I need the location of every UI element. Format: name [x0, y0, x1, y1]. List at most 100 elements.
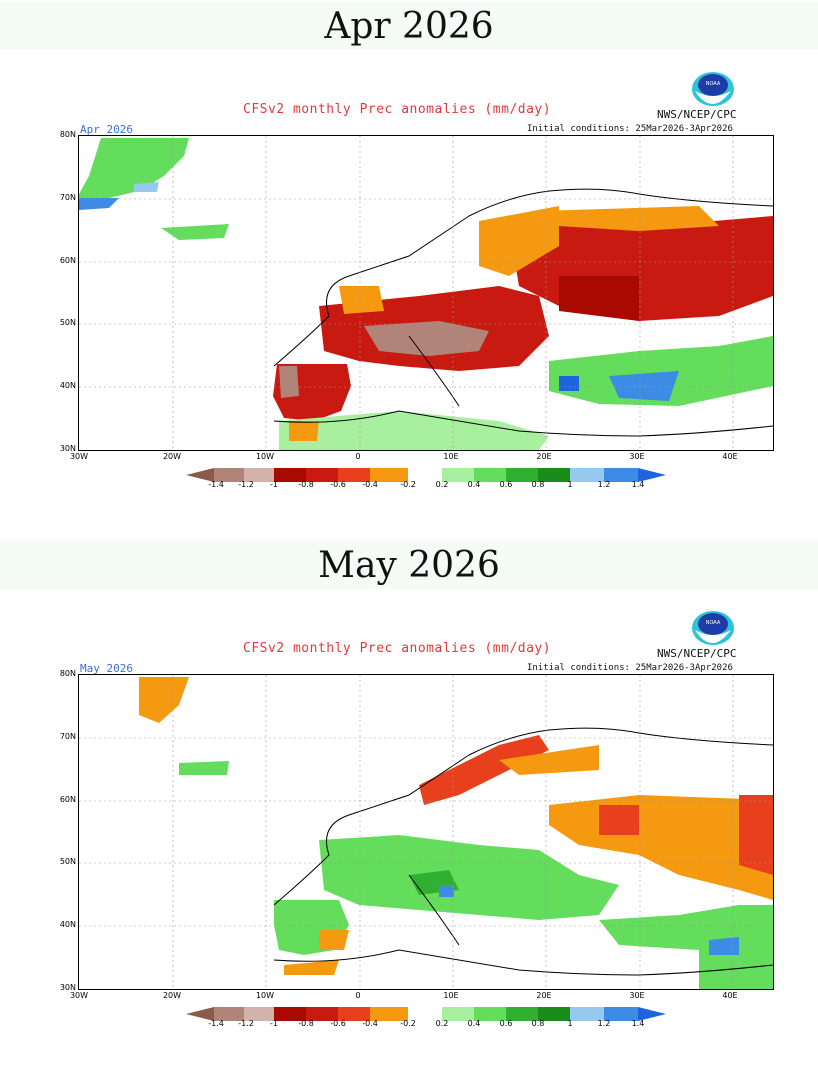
colorbar-swatch [506, 468, 538, 482]
lon-label: 30E [629, 991, 645, 1000]
coastline [273, 410, 773, 437]
colorbar-swatch [274, 1007, 306, 1021]
graticule [79, 136, 773, 450]
anomaly-map [78, 674, 774, 990]
anomaly-region [284, 960, 339, 975]
anomaly-region [739, 795, 773, 875]
colorbar-swatch [274, 468, 306, 482]
month-header-may: May 2026 [0, 541, 818, 589]
colorbar-label: 1.4 [631, 1019, 645, 1028]
coastline [408, 335, 460, 407]
coastline [273, 949, 773, 976]
lon-label: 30W [69, 991, 89, 1000]
noaa-logo-icon: NOAA [692, 72, 734, 106]
lat-label: 50N [59, 857, 76, 866]
colorbar-swatch [306, 468, 338, 482]
anomaly-region [499, 745, 599, 775]
colorbar-label: -1.2 [238, 480, 254, 489]
colorbar-swatch [214, 468, 244, 482]
initial-conditions: Initial conditions: 25Mar2026-3Apr2026 [527, 663, 733, 673]
colorbar-label: -0.8 [298, 480, 314, 489]
colorbar-label: 1 [567, 480, 573, 489]
anomaly-region [319, 835, 619, 920]
lon-label: 10W [255, 991, 275, 1000]
anomaly-region [339, 286, 384, 314]
anomaly-region [709, 937, 739, 955]
colorbar-swatch [338, 468, 370, 482]
colorbar-swatch [186, 1007, 214, 1021]
lon-label: 30W [69, 452, 89, 461]
anomaly-region [139, 677, 189, 723]
colorbar-label: 1.2 [597, 480, 611, 489]
colorbar-label: 0.4 [467, 480, 481, 489]
lat-label: 70N [59, 193, 76, 202]
lon-label: 0 [355, 991, 361, 1000]
anomaly-region [439, 885, 454, 897]
colorbar-swatch [244, 1007, 274, 1021]
lon-label: 10E [443, 452, 459, 461]
lat-label: 70N [59, 732, 76, 741]
coastline [273, 188, 773, 367]
lon-label: 30E [629, 452, 645, 461]
colorbar-label: 0.6 [499, 1019, 513, 1028]
forecast-panel-apr: CFSv2 monthly Prec anomalies (mm/day) NO… [0, 50, 818, 530]
colorbar-swatch [370, 1007, 408, 1021]
anomaly-region [364, 321, 489, 356]
colorbar-label: -0.6 [330, 480, 346, 489]
colorbar-label: -1 [270, 1019, 278, 1028]
map-month-label: Apr 2026 [80, 123, 133, 136]
anomaly-region [79, 198, 119, 210]
colorbar-swatch [604, 1007, 638, 1021]
colorbar-swatch [408, 468, 442, 482]
anomaly-region [539, 206, 719, 231]
lon-label: 0 [355, 452, 361, 461]
svg-text:NOAA: NOAA [706, 620, 721, 626]
anomaly-region [79, 138, 189, 206]
colorbar-label: -0.8 [298, 1019, 314, 1028]
anomaly-region [179, 761, 229, 775]
colorbar-swatch [604, 468, 638, 482]
lat-label: 30N [59, 983, 76, 992]
anomaly-region [279, 411, 549, 450]
colorbar-label: 0.6 [499, 480, 513, 489]
colorbar-swatch [338, 1007, 370, 1021]
colorbar-label: -0.2 [400, 480, 416, 489]
colorbar-swatch [244, 468, 274, 482]
anomaly-region [479, 206, 559, 276]
colorbar-label: 1 [567, 1019, 573, 1028]
colorbar-label: -1.2 [238, 1019, 254, 1028]
anomaly-region [161, 224, 229, 240]
colorbar-label: 0.8 [531, 1019, 545, 1028]
anomaly-region [599, 905, 773, 989]
colorbar-label: -0.2 [400, 1019, 416, 1028]
colorbar-swatch [214, 1007, 244, 1021]
colorbar-label: 1.4 [631, 480, 645, 489]
anomaly-region [549, 336, 773, 406]
anomaly-region [279, 366, 299, 398]
colorbar-swatch [570, 1007, 604, 1021]
colorbar-swatch [538, 468, 570, 482]
colorbar-label: -0.4 [362, 1019, 378, 1028]
colorbar-swatch [442, 1007, 474, 1021]
anomaly-map [78, 135, 774, 451]
lat-label: 60N [59, 795, 76, 804]
anomaly-region [134, 182, 159, 192]
colorbar-swatch [408, 1007, 442, 1021]
colorbar-label: -1.4 [208, 1019, 224, 1028]
lon-label: 40E [722, 452, 738, 461]
map-title: CFSv2 monthly Prec anomalies (mm/day) [243, 102, 552, 117]
month-header-apr: Apr 2026 [0, 2, 818, 50]
lat-label: 60N [59, 256, 76, 265]
lat-label: 30N [59, 444, 76, 453]
coastline [273, 727, 773, 906]
initial-conditions: Initial conditions: 25Mar2026-3Apr2026 [527, 124, 733, 134]
lat-label: 40N [59, 920, 76, 929]
colorbar-label: -0.6 [330, 1019, 346, 1028]
colorbar-swatch [474, 1007, 506, 1021]
anomaly-region [419, 735, 549, 805]
anomaly-region [319, 930, 349, 950]
lon-label: 10W [255, 452, 275, 461]
colorbar-label: 0.2 [435, 1019, 449, 1028]
lat-label: 80N [59, 130, 76, 139]
colorbar-swatch [538, 1007, 570, 1021]
